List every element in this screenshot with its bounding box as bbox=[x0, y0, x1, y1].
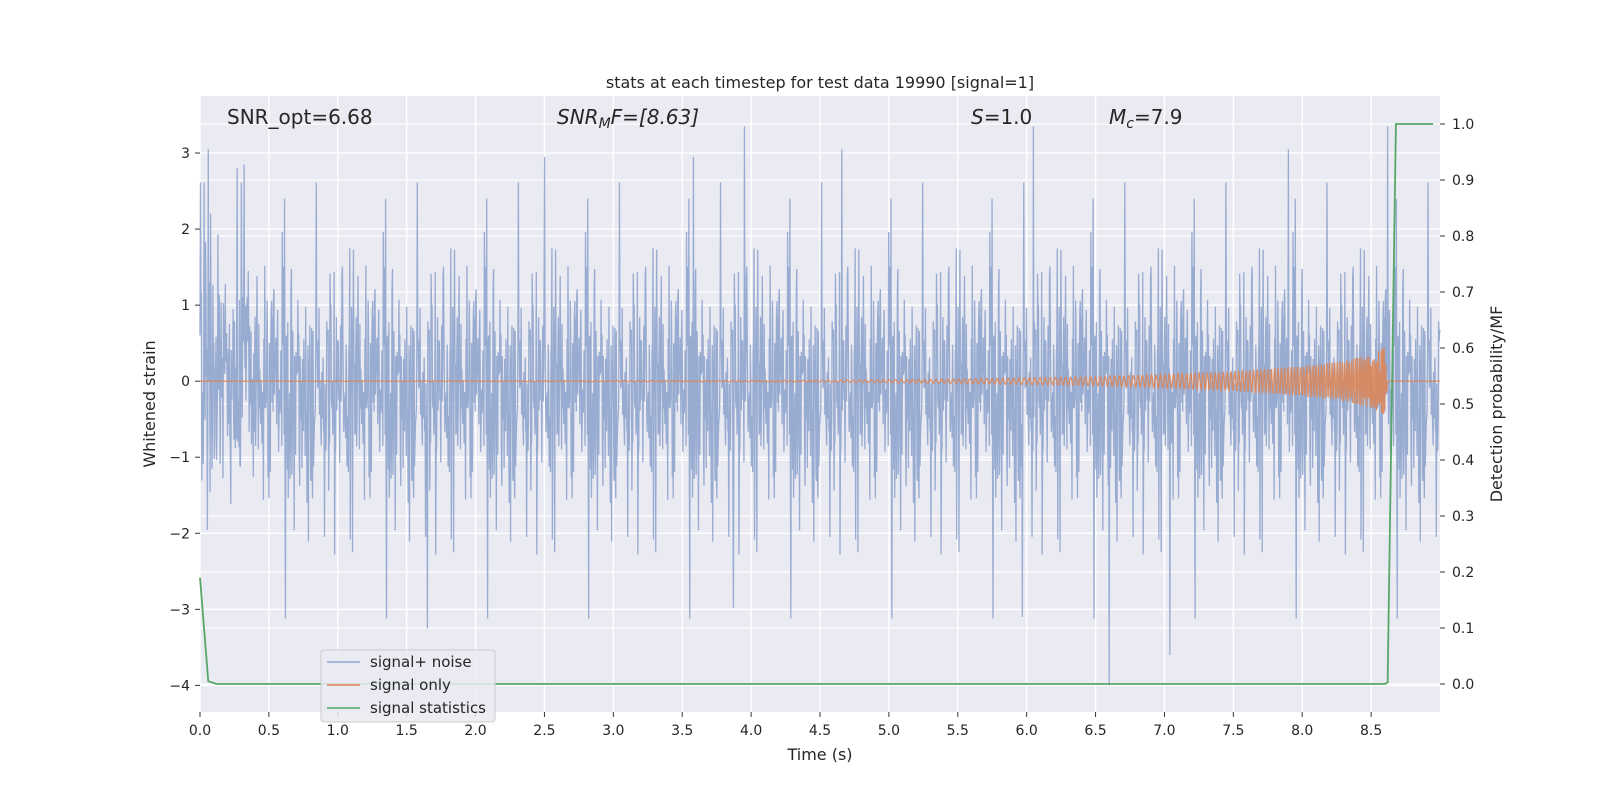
y-right-tick-label: 1.0 bbox=[1452, 117, 1474, 133]
y-left-tick-label: −3 bbox=[169, 602, 190, 618]
y-right-tick-label: 0.6 bbox=[1452, 341, 1474, 357]
y-right-tick-label: 0.0 bbox=[1452, 677, 1474, 693]
x-axis-label: Time (s) bbox=[786, 745, 852, 764]
y-left-tick-label: −4 bbox=[169, 678, 190, 694]
x-tick-label: 4.0 bbox=[740, 723, 762, 739]
y-right-tick-label: 0.9 bbox=[1452, 173, 1474, 189]
x-axis-ticks: 0.0 0.5 1.0 1.5 2.0 2.5 3.0 3.5 4.0 4.5 5.0 5.5 6.0 6… bbox=[189, 712, 1382, 739]
chart-title: stats at each timestep for test data 199… bbox=[606, 73, 1034, 92]
y-left-tick-label: 3 bbox=[181, 146, 190, 162]
series-line-signal-noise bbox=[199, 126, 1441, 686]
y-axis-right-label: Detection probability/MF bbox=[1487, 306, 1506, 503]
series-signal-statistics bbox=[199, 123, 1434, 685]
y-left-tick-label: −2 bbox=[169, 526, 190, 542]
legend-label-signal-only: signal only bbox=[370, 676, 451, 694]
x-tick-label: 0.0 bbox=[189, 723, 211, 739]
x-tick-label: 3.0 bbox=[602, 723, 624, 739]
x-tick-label: 7.0 bbox=[1153, 723, 1175, 739]
x-tick-label: 5.0 bbox=[878, 723, 900, 739]
y-left-tick-label: 0 bbox=[181, 374, 190, 390]
y-right-tick-label: 0.5 bbox=[1452, 397, 1474, 413]
y-right-tick-label: 0.1 bbox=[1452, 621, 1474, 637]
x-tick-label: 2.0 bbox=[464, 723, 486, 739]
annotation-snr-mf: SNRMF=[8.63] bbox=[557, 105, 699, 132]
x-tick-label: 6.0 bbox=[1016, 723, 1038, 739]
series-signal-only bbox=[200, 347, 1440, 415]
x-tick-label: 7.5 bbox=[1222, 723, 1244, 739]
x-tick-label: 6.5 bbox=[1084, 723, 1106, 739]
annotation-snr-opt: SNR_opt=6.68 bbox=[227, 105, 373, 129]
y-axis-left-label: Whitened strain bbox=[140, 340, 159, 467]
x-tick-label: 0.5 bbox=[258, 723, 280, 739]
x-tick-label: 1.5 bbox=[396, 723, 418, 739]
y-right-tick-label: 0.8 bbox=[1452, 229, 1474, 245]
y-right-tick-label: 0.4 bbox=[1452, 453, 1474, 469]
x-tick-label: 8.5 bbox=[1360, 723, 1382, 739]
y-right-tick-label: 0.7 bbox=[1452, 285, 1474, 301]
x-tick-label: 2.5 bbox=[533, 723, 555, 739]
y-right-tick-label: 0.2 bbox=[1452, 565, 1474, 581]
x-tick-label: 3.5 bbox=[671, 723, 693, 739]
y-left-tick-label: 1 bbox=[181, 298, 190, 314]
x-tick-label: 8.0 bbox=[1291, 723, 1313, 739]
legend-box bbox=[320, 649, 496, 723]
legend-label-signal-noise: signal+ noise bbox=[370, 653, 472, 671]
series-line-signal-statistics bbox=[199, 123, 1434, 685]
legend: signal+ noise signal only signal statist… bbox=[320, 649, 496, 723]
legend-label-signal-statistics: signal statistics bbox=[370, 699, 486, 717]
y-axis-right-ticks: 0.0 0.1 0.2 0.3 0.4 0.5 0.6 0.7 0.8 0.9 1.0 bbox=[1440, 117, 1474, 693]
annotation-s: S=1.0 bbox=[971, 105, 1032, 129]
x-tick-label: 5.5 bbox=[947, 723, 969, 739]
series-line-signal-only bbox=[200, 347, 1440, 415]
series-signal-noise bbox=[199, 126, 1441, 686]
y-axis-left-ticks: −4 −3 −2 −1 0 1 2 3 bbox=[169, 146, 200, 694]
y-left-tick-label: 2 bbox=[181, 222, 190, 238]
x-tick-label: 1.0 bbox=[327, 723, 349, 739]
x-tick-label: 4.5 bbox=[809, 723, 831, 739]
annotation-mc: Mc=7.9 bbox=[1109, 105, 1183, 132]
y-left-tick-label: −1 bbox=[169, 450, 190, 466]
y-right-tick-label: 0.3 bbox=[1452, 509, 1474, 525]
